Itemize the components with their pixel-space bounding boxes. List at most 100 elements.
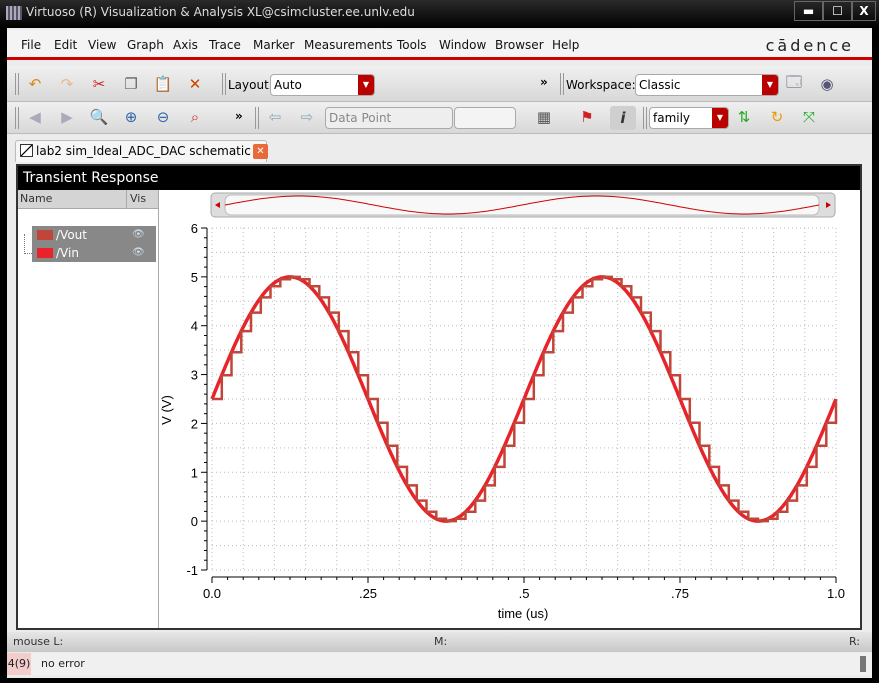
- trace-list-header: Name Vis: [18, 190, 158, 209]
- cadence-logo: cādence: [765, 36, 854, 55]
- plot-area[interactable]: -1 0 1 2 3 4 5 6 0.0 .25 .5 .75 1.0 time (us) V (V): [158, 190, 860, 628]
- menu-marker[interactable]: Marker: [253, 38, 295, 52]
- back-icon[interactable]: ◀: [29, 108, 41, 126]
- menu-tools[interactable]: Tools: [397, 38, 427, 52]
- maximize-button[interactable]: ☐: [823, 1, 852, 21]
- layout-label: Layout:: [228, 78, 273, 92]
- workspace-value: Classic: [639, 78, 681, 92]
- column-name[interactable]: Name: [20, 192, 53, 205]
- zoom-out-icon[interactable]: ⊖: [156, 108, 170, 126]
- paste-icon[interactable]: 📋: [153, 75, 173, 93]
- y-axis-label: V (V): [159, 395, 174, 425]
- toolbar-grip[interactable]: [15, 73, 19, 95]
- delete-workspace-icon[interactable]: ◉: [820, 75, 834, 93]
- undo-icon[interactable]: ↶: [28, 75, 42, 93]
- data-point-select[interactable]: Data Point: [325, 107, 453, 129]
- zoom-fit-icon[interactable]: 🔍: [89, 108, 109, 126]
- mouse-middle-status: M:: [434, 635, 448, 648]
- workspace-label: Workspace:: [566, 78, 636, 92]
- menu-help[interactable]: Help: [552, 38, 580, 52]
- app-icon: [6, 6, 22, 20]
- minimize-button[interactable]: ▬: [794, 1, 823, 21]
- message-bar: 4(9) no error: [7, 653, 872, 675]
- next-point-icon[interactable]: ⇨: [300, 108, 314, 126]
- y-tick-label: 1: [191, 465, 198, 480]
- layout-select[interactable]: Auto ▼: [270, 74, 375, 96]
- menu-axis[interactable]: Axis: [173, 38, 198, 52]
- cut-icon[interactable]: ✂: [92, 75, 106, 93]
- y-tick-label: 4: [191, 319, 198, 334]
- menu-graph[interactable]: Graph: [127, 38, 164, 52]
- toolbar-overflow[interactable]: »: [235, 109, 243, 123]
- info-icon[interactable]: i: [610, 106, 636, 130]
- toolbar-overflow[interactable]: »: [540, 75, 548, 89]
- trace-color-swatch: [37, 248, 53, 258]
- trace-item-vin[interactable]: /Vin 👁: [32, 244, 156, 262]
- overview-trace: [224, 195, 820, 215]
- trace-name: /Vin: [56, 246, 79, 260]
- spread-traces-icon[interactable]: ⇅: [737, 108, 751, 126]
- tab-schematic[interactable]: lab2 sim_Ideal_ADC_DAC schematic ✕: [15, 140, 268, 162]
- calculator-icon[interactable]: ▦: [536, 108, 552, 126]
- trace-browser: Name Vis /Vout 👁 /Vin 👁: [18, 190, 158, 628]
- scroll-right-icon[interactable]: [826, 202, 831, 208]
- workspace-select[interactable]: Classic ▼: [635, 74, 779, 96]
- toolbar-main: ↶ ↷ ✂ ❐ 📋 ✕ Layout: Auto ▼ » Workspace: C…: [7, 66, 872, 102]
- trace-item-vout[interactable]: /Vout 👁: [32, 226, 156, 244]
- collapse-traces-icon[interactable]: ⤧: [802, 108, 815, 126]
- swap-traces-icon[interactable]: ↻: [770, 108, 784, 126]
- x-tick-label: 1.0: [827, 586, 845, 601]
- close-tab-icon[interactable]: ✕: [253, 144, 268, 159]
- close-button[interactable]: X: [852, 1, 876, 21]
- x-tick-label: .75: [671, 586, 689, 601]
- menu-browser[interactable]: Browser: [495, 38, 544, 52]
- menu-bar: File Edit View Graph Axis Trace Marker M…: [7, 30, 872, 60]
- toolbar-grip[interactable]: [643, 107, 647, 129]
- mouse-right-status: R:: [849, 635, 861, 648]
- toolbar-grip[interactable]: [560, 73, 564, 95]
- previous-point-icon[interactable]: ⇦: [268, 108, 282, 126]
- zoom-in-icon[interactable]: ⊕: [124, 108, 138, 126]
- redo-icon[interactable]: ↷: [60, 75, 74, 93]
- forward-icon[interactable]: ▶: [61, 108, 73, 126]
- axes: -1 0 1 2 3 4 5 6 0.0 .25 .5 .75 1.0: [186, 221, 845, 601]
- x-tick-label: .25: [359, 586, 377, 601]
- menu-file[interactable]: File: [21, 38, 42, 52]
- copy-icon[interactable]: ❐: [124, 75, 138, 93]
- toolbar-grip[interactable]: [15, 107, 19, 129]
- chevron-down-icon: ▼: [358, 75, 374, 95]
- delete-icon[interactable]: ✕: [188, 75, 202, 93]
- data-point-value: Data Point: [329, 111, 392, 125]
- menu-edit[interactable]: Edit: [54, 38, 78, 52]
- transient-chart[interactable]: -1 0 1 2 3 4 5 6 0.0 .25 .5 .75 1.0 time (us) V (V): [159, 190, 861, 628]
- menu-trace[interactable]: Trace: [209, 38, 241, 52]
- zoom-region-icon[interactable]: ⌕: [190, 108, 200, 126]
- mouse-status-bar: mouse L: M: R:: [7, 632, 872, 652]
- scrollbar[interactable]: [860, 656, 866, 672]
- toolbar-grip[interactable]: [255, 107, 259, 129]
- family-value: family: [653, 111, 691, 125]
- family-select[interactable]: family ▼: [649, 107, 729, 129]
- scroll-left-icon[interactable]: [215, 202, 220, 208]
- command-count: 4(9): [7, 653, 31, 675]
- window-title: Virtuoso (R) Visualization & Analysis XL…: [26, 5, 415, 19]
- overview-slider[interactable]: [210, 192, 836, 218]
- chevron-down-icon: ▼: [712, 108, 728, 128]
- column-vis[interactable]: Vis: [126, 190, 149, 209]
- menu-view[interactable]: View: [88, 38, 117, 52]
- menu-measurements[interactable]: Measurements: [304, 38, 393, 52]
- toolbar-grip[interactable]: [222, 73, 226, 95]
- tab-label: lab2 sim_Ideal_ADC_DAC schematic: [36, 144, 251, 158]
- trace-name: /Vout: [56, 228, 87, 242]
- graph-icon: [20, 144, 33, 157]
- eye-icon[interactable]: 👁: [132, 229, 145, 240]
- layout-value: Auto: [274, 78, 302, 92]
- panel-title: Transient Response: [18, 166, 860, 190]
- status-message: no error: [41, 657, 85, 670]
- chevron-down-icon: ▼: [762, 75, 778, 95]
- save-workspace-icon[interactable]: 🗔: [785, 72, 803, 91]
- marker-flag-icon[interactable]: ⚑: [580, 108, 594, 126]
- value-field[interactable]: [454, 107, 516, 129]
- menu-window[interactable]: Window: [439, 38, 487, 52]
- eye-icon[interactable]: 👁: [132, 247, 145, 258]
